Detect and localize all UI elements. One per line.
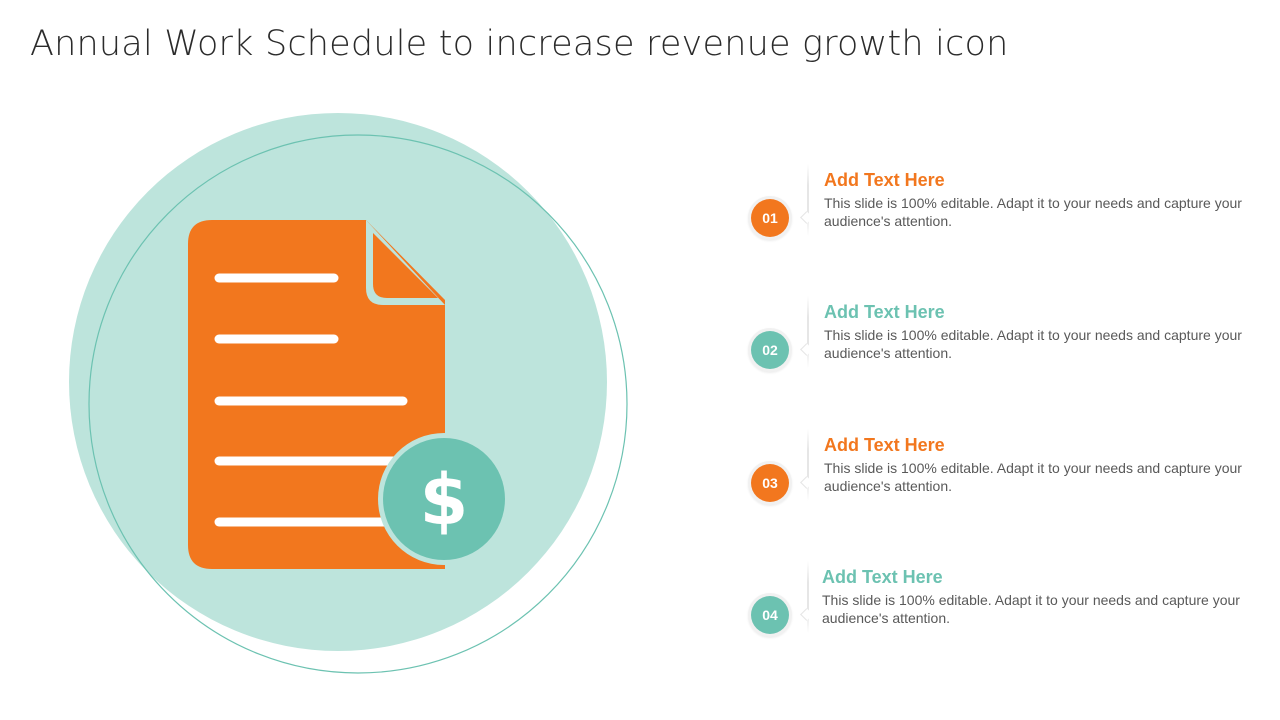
number-badge: 01 (748, 196, 792, 240)
list-item: 04 Add Text Here This slide is 100% edit… (748, 561, 1248, 669)
document-fold-inner (373, 233, 438, 298)
slide-title: Annual Work Schedule to increase revenue… (30, 24, 1009, 64)
number-badge-label: 02 (751, 331, 789, 369)
document-icon (188, 220, 445, 569)
list-item: 01 Add Text Here This slide is 100% edit… (748, 164, 1248, 272)
dollar-sign-icon: $ (420, 459, 469, 541)
item-body: This slide is 100% editable. Adapt it to… (824, 195, 1242, 229)
number-badge-label: 01 (751, 199, 789, 237)
item-divider-notch (800, 608, 813, 621)
item-divider-notch (800, 476, 813, 489)
item-heading: Add Text Here (822, 567, 943, 587)
item-divider (807, 561, 809, 633)
item-divider-notch (800, 343, 813, 356)
item-body: This slide is 100% editable. Adapt it to… (822, 592, 1240, 626)
item-divider (807, 296, 809, 368)
document-dollar-illustration: $ (69, 113, 628, 674)
outline-circle (88, 134, 628, 674)
list-item: 02 Add Text Here This slide is 100% edit… (748, 296, 1248, 404)
number-badge-label: 03 (751, 464, 789, 502)
item-heading: Add Text Here (824, 170, 945, 190)
number-badge: 03 (748, 461, 792, 505)
item-divider-notch (800, 211, 813, 224)
number-badge: 04 (748, 593, 792, 637)
item-body: This slide is 100% editable. Adapt it to… (824, 327, 1242, 361)
item-body: This slide is 100% editable. Adapt it to… (824, 460, 1242, 494)
number-badge-label: 04 (751, 596, 789, 634)
dollar-coin-icon: $ (378, 433, 510, 565)
item-heading: Add Text Here (824, 435, 945, 455)
number-badge: 02 (748, 328, 792, 372)
coin (383, 438, 505, 560)
item-divider (807, 164, 809, 236)
list-item: 03 Add Text Here This slide is 100% edit… (748, 429, 1248, 537)
item-heading: Add Text Here (824, 302, 945, 322)
item-divider (807, 429, 809, 501)
